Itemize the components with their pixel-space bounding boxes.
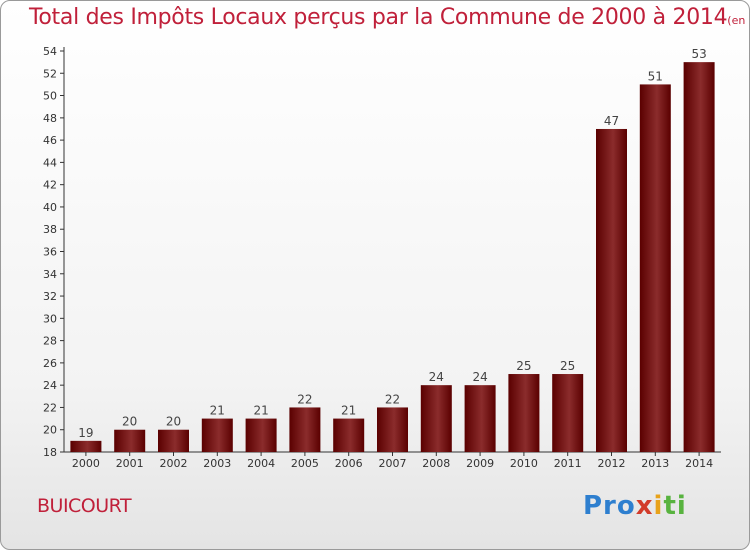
x-tick-label: 2005: [291, 457, 319, 470]
bar-2003: [201, 418, 233, 452]
bar-value-label: 21: [253, 404, 268, 418]
bar-value-label: 25: [560, 359, 575, 373]
logo-part-1: Pro: [583, 491, 636, 521]
bar-2000: [70, 440, 102, 452]
bar-value-label: 24: [472, 370, 487, 384]
x-tick-label: 2010: [510, 457, 538, 470]
y-tick-label: 48: [43, 112, 57, 125]
x-tick-label: 2003: [203, 457, 231, 470]
x-tick-label: 2013: [641, 457, 669, 470]
y-tick-label: 40: [43, 201, 57, 214]
bar-value-label: 22: [385, 392, 400, 406]
x-tick-label: 2000: [72, 457, 100, 470]
bar-2008: [420, 385, 452, 452]
y-tick-label: 54: [43, 45, 57, 58]
commune-name: BUICOURT: [37, 495, 132, 517]
bar-2005: [289, 407, 321, 452]
bar-2012: [596, 128, 627, 452]
bar-value-label: 20: [122, 415, 137, 429]
y-tick-label: 44: [43, 156, 57, 169]
bar-2004: [245, 418, 277, 452]
y-tick-label: 20: [43, 424, 57, 437]
y-tick-label: 36: [43, 246, 57, 259]
bar-value-label: 21: [210, 404, 225, 418]
chart-title-block: Total des Impôts Locaux perçus par la Co…: [29, 5, 749, 30]
y-tick-label: 46: [43, 134, 57, 147]
x-tick-label: 2009: [466, 457, 494, 470]
x-tick-label: 2004: [247, 457, 275, 470]
bar-2011: [552, 374, 584, 452]
x-tick-label: 2007: [379, 457, 407, 470]
y-tick-label: 52: [43, 67, 57, 80]
y-tick-label: 34: [43, 268, 57, 281]
bar-2014: [683, 62, 715, 453]
bar-value-label: 51: [648, 69, 663, 83]
x-tick-label: 2001: [116, 457, 144, 470]
bar-2009: [464, 385, 496, 452]
logo-part-4: ti: [663, 491, 687, 521]
logo-part-2: x: [635, 491, 654, 521]
y-tick-label: 32: [43, 290, 57, 303]
bar-value-label: 22: [297, 392, 312, 406]
logo-part-3: i: [653, 491, 664, 521]
bar-value-label: 21: [341, 404, 356, 418]
bar-value-label: 24: [429, 370, 444, 384]
bar-2006: [333, 418, 365, 452]
x-tick-label: 2002: [160, 457, 188, 470]
bar-value-label: 25: [516, 359, 531, 373]
proxiti-logo: Proxiti: [583, 491, 687, 521]
x-tick-label: 2008: [422, 457, 450, 470]
y-tick-label: 38: [43, 223, 57, 236]
bar-2001: [114, 429, 146, 452]
y-tick-label: 30: [43, 312, 57, 325]
y-tick-label: 26: [43, 357, 57, 370]
chart-unit: (en milliers d'€): [727, 14, 749, 27]
bar-value-label: 19: [78, 426, 93, 440]
y-tick-label: 18: [43, 446, 57, 459]
bar-2007: [377, 407, 408, 452]
x-tick-label: 2006: [335, 457, 363, 470]
bar-2010: [508, 374, 540, 452]
bar-value-label: 53: [691, 47, 706, 61]
y-tick-label: 28: [43, 335, 57, 348]
bar-value-label: 47: [604, 114, 619, 128]
bar-2002: [158, 429, 189, 452]
y-tick-label: 24: [43, 379, 57, 392]
x-tick-label: 2014: [685, 457, 713, 470]
bar-value-label: 20: [166, 415, 181, 429]
y-tick-label: 42: [43, 179, 57, 192]
x-tick-label: 2011: [554, 457, 582, 470]
x-tick-label: 2012: [598, 457, 626, 470]
bar-2013: [639, 84, 671, 453]
y-tick-label: 22: [43, 401, 57, 414]
chart-title: Total des Impôts Locaux perçus par la Co…: [29, 5, 728, 30]
y-tick-label: 50: [43, 90, 57, 103]
